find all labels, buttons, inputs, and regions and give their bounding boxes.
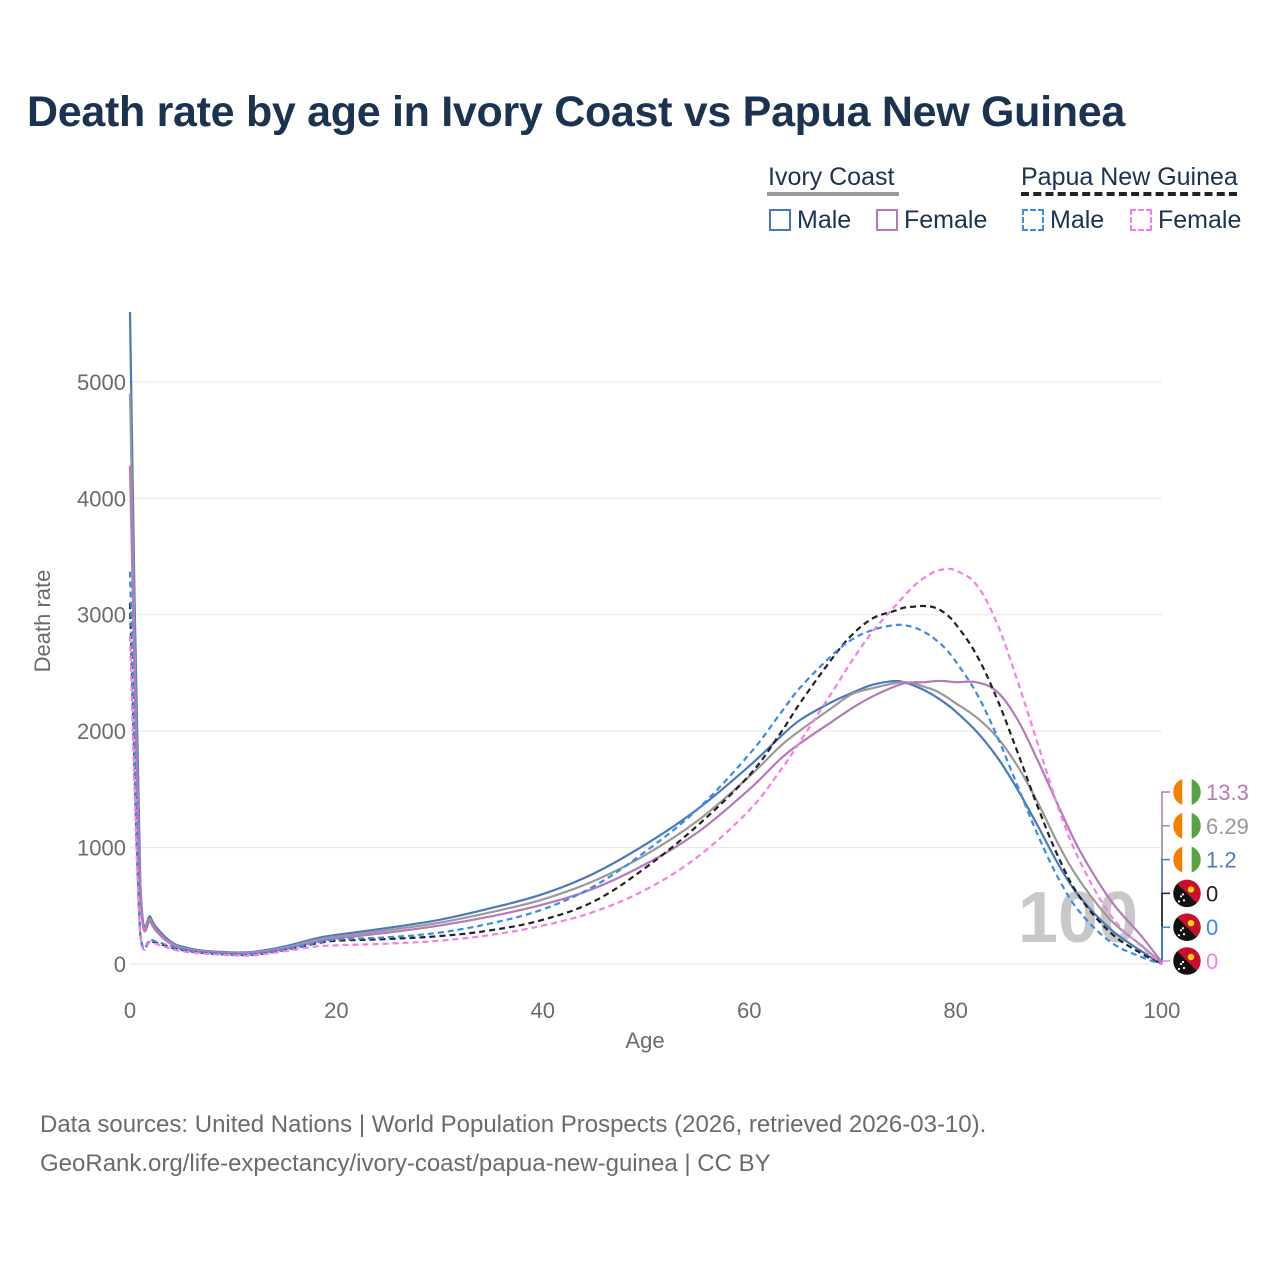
legend-swatch (1022, 209, 1044, 231)
x-axis-ticks: 0 20 40 60 80 100 (124, 998, 1180, 1023)
end-value-label: 0 (1206, 949, 1218, 974)
x-tick-label: 80 (943, 998, 967, 1023)
x-tick-label: 20 (324, 998, 348, 1023)
x-tick-label: 100 (1144, 998, 1181, 1023)
end-value-markers: 13.3 6.29 1.2 0 0 0 (1161, 777, 1249, 976)
chart-title: Death rate by age in Ivory Coast vs Papu… (27, 88, 1125, 136)
legend-swatch (769, 209, 791, 231)
ivory-coast-flag-icon (1172, 811, 1202, 841)
legend-item-papua-new-guinea-female[interactable]: Female (1130, 205, 1241, 235)
y-axis-ticks: 0 1000 2000 3000 4000 5000 (77, 370, 126, 977)
papua-new-guinea-flag-icon (1172, 879, 1202, 908)
source-line-2[interactable]: GeoRank.org/life-expectancy/ivory-coast/… (40, 1150, 771, 1177)
x-tick-label: 40 (531, 998, 555, 1023)
end-value-label: 1.2 (1206, 848, 1237, 873)
legend-group-papua-new-guinea[interactable]: Papua New Guinea (1021, 163, 1238, 191)
source-line-1[interactable]: Data sources: United Nations | World Pop… (40, 1111, 987, 1138)
series-line-ivory-coast-both[interactable] (128, 393, 1163, 965)
legend-item-papua-new-guinea-male[interactable]: Male (1022, 205, 1104, 235)
series-line-ivory-coast-female[interactable] (128, 465, 1163, 964)
end-connector (1161, 825, 1170, 964)
end-connector (1161, 926, 1170, 964)
end-value-label: 0 (1206, 915, 1218, 940)
papua-new-guinea-flag-icon (1172, 946, 1202, 976)
y-tick-label: 0 (114, 952, 126, 977)
legend-swatch (876, 209, 898, 231)
ivory-coast-flag-icon (1172, 845, 1202, 874)
end-connector (1161, 892, 1170, 964)
end-value-label: 0 (1206, 881, 1218, 906)
gridlines (130, 381, 1162, 965)
series-line-ivory-coast-male[interactable] (128, 311, 1163, 965)
legend-label: Male (797, 205, 852, 234)
y-tick-label: 2000 (77, 719, 126, 744)
ivory-coast-flag-icon (1172, 777, 1202, 807)
end-connector (1161, 960, 1170, 964)
y-tick-label: 1000 (77, 836, 126, 861)
legend-item-ivory-coast-male[interactable]: Male (769, 205, 851, 235)
end-connector (1161, 858, 1170, 964)
series-line-papua-new-guinea-both[interactable] (128, 603, 1163, 965)
papua-new-guinea-flag-icon (1172, 912, 1202, 942)
y-tick-label: 3000 (77, 603, 126, 628)
end-value-label: 6.29 (1206, 814, 1249, 839)
series-line-papua-new-guinea-female[interactable] (128, 567, 1163, 965)
legend-swatch (1130, 209, 1152, 231)
legend-label: Female (1158, 205, 1242, 234)
legend-item-ivory-coast-female[interactable]: Female (876, 205, 987, 235)
legend-label: Female (904, 205, 988, 234)
x-axis-label: Age (625, 1028, 664, 1053)
y-axis-label: Death rate (30, 570, 55, 673)
legend-label: Male (1050, 205, 1105, 234)
end-value-label: 13.3 (1206, 780, 1249, 805)
legend-papua-new-guinea-line (1021, 192, 1237, 196)
y-tick-label: 5000 (77, 370, 126, 395)
y-tick-label: 4000 (77, 486, 126, 511)
series-lines (128, 311, 1163, 966)
legend-ivory-coast-line (767, 192, 899, 196)
data-source: Data sources: United Nations | World Pop… (40, 1105, 986, 1183)
legend-group-ivory-coast[interactable]: Ivory Coast (768, 163, 895, 191)
age-watermark: 100 (1018, 878, 1138, 958)
x-tick-label: 0 (124, 998, 136, 1023)
x-tick-label: 60 (737, 998, 761, 1023)
end-connector (1161, 791, 1170, 964)
series-line-papua-new-guinea-male[interactable] (128, 571, 1163, 966)
